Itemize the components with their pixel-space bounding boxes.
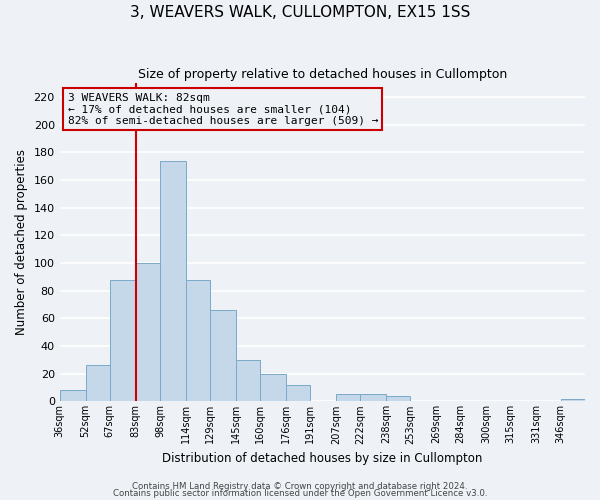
Bar bbox=[110, 280, 136, 402]
Bar bbox=[236, 360, 260, 402]
Y-axis label: Number of detached properties: Number of detached properties bbox=[15, 149, 28, 335]
Bar bbox=[59, 390, 86, 402]
Bar bbox=[160, 160, 186, 402]
Bar bbox=[86, 366, 110, 402]
X-axis label: Distribution of detached houses by size in Cullompton: Distribution of detached houses by size … bbox=[162, 452, 482, 465]
Text: Contains public sector information licensed under the Open Government Licence v3: Contains public sector information licen… bbox=[113, 489, 487, 498]
Bar bbox=[336, 394, 361, 402]
Bar bbox=[136, 263, 160, 402]
Bar bbox=[260, 374, 286, 402]
Text: Contains HM Land Registry data © Crown copyright and database right 2024.: Contains HM Land Registry data © Crown c… bbox=[132, 482, 468, 491]
Title: Size of property relative to detached houses in Cullompton: Size of property relative to detached ho… bbox=[138, 68, 507, 80]
Bar bbox=[361, 394, 386, 402]
Text: 3 WEAVERS WALK: 82sqm
← 17% of detached houses are smaller (104)
82% of semi-det: 3 WEAVERS WALK: 82sqm ← 17% of detached … bbox=[68, 92, 378, 126]
Bar bbox=[561, 398, 585, 402]
Bar bbox=[286, 385, 310, 402]
Bar bbox=[186, 280, 210, 402]
Bar bbox=[210, 310, 236, 402]
Text: 3, WEAVERS WALK, CULLOMPTON, EX15 1SS: 3, WEAVERS WALK, CULLOMPTON, EX15 1SS bbox=[130, 5, 470, 20]
Bar bbox=[386, 396, 410, 402]
